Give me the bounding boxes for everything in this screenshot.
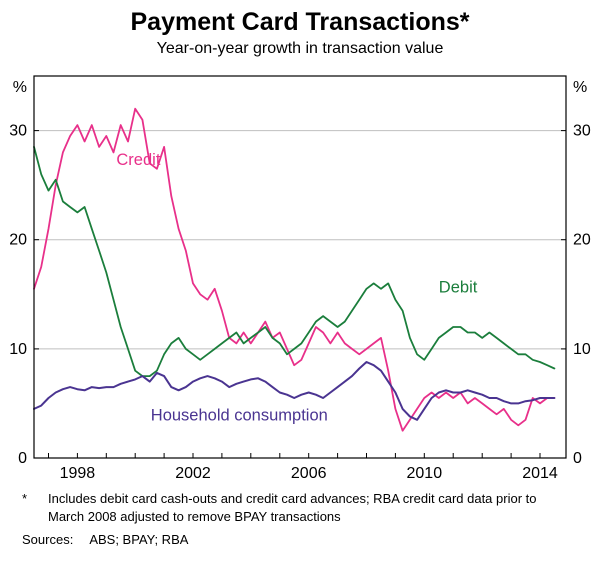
page-subtitle: Year-on-year growth in transaction value [156, 40, 444, 57]
footnote-text: Includes debit card cash-outs and credit… [48, 491, 537, 525]
x-axis-label: 2014 [522, 465, 558, 482]
y-unit-left: % [13, 79, 27, 96]
sources-text: ABS; BPAY; RBA [89, 532, 189, 548]
series-label-credit: Credit [116, 151, 160, 169]
series-label-household-consumption: Household consumption [151, 406, 328, 424]
footnote-marker: * [22, 491, 28, 506]
sources-label: Sources: [22, 532, 74, 548]
y-axis-label-left: 20 [9, 232, 27, 249]
y-axis-label-right: 30 [573, 123, 591, 140]
y-unit-right: % [573, 79, 587, 96]
series-label-debit: Debit [439, 279, 478, 297]
y-axis-label-left: 10 [9, 341, 27, 358]
page-title: Payment Card Transactions* [130, 8, 470, 36]
series-line-debit [33, 146, 556, 378]
series-line-credit [33, 107, 556, 432]
x-axis-label: 2002 [175, 465, 211, 482]
series-line-household-consumption [33, 361, 556, 421]
y-axis-label-right: 0 [573, 450, 582, 467]
y-axis-label-left: 30 [9, 123, 27, 140]
plot-box [33, 75, 567, 459]
x-axis-label: 1998 [60, 465, 96, 482]
footnote: * Includes debit card cash-outs and cred… [22, 490, 574, 526]
payment-card-transactions-chart: 0 0 10 10 20 20 30 30% % 1998 2002 2006 2010 2014 Cred… [9, 75, 591, 482]
sources: Sources: ABS; BPAY; RBA [22, 532, 600, 547]
y-axis-label-right: 10 [573, 341, 591, 358]
x-axis-label: 2010 [407, 465, 443, 482]
y-axis-label-right: 20 [573, 232, 591, 249]
y-axis-label-left: 0 [18, 450, 27, 467]
x-axis-label: 2006 [291, 465, 327, 482]
